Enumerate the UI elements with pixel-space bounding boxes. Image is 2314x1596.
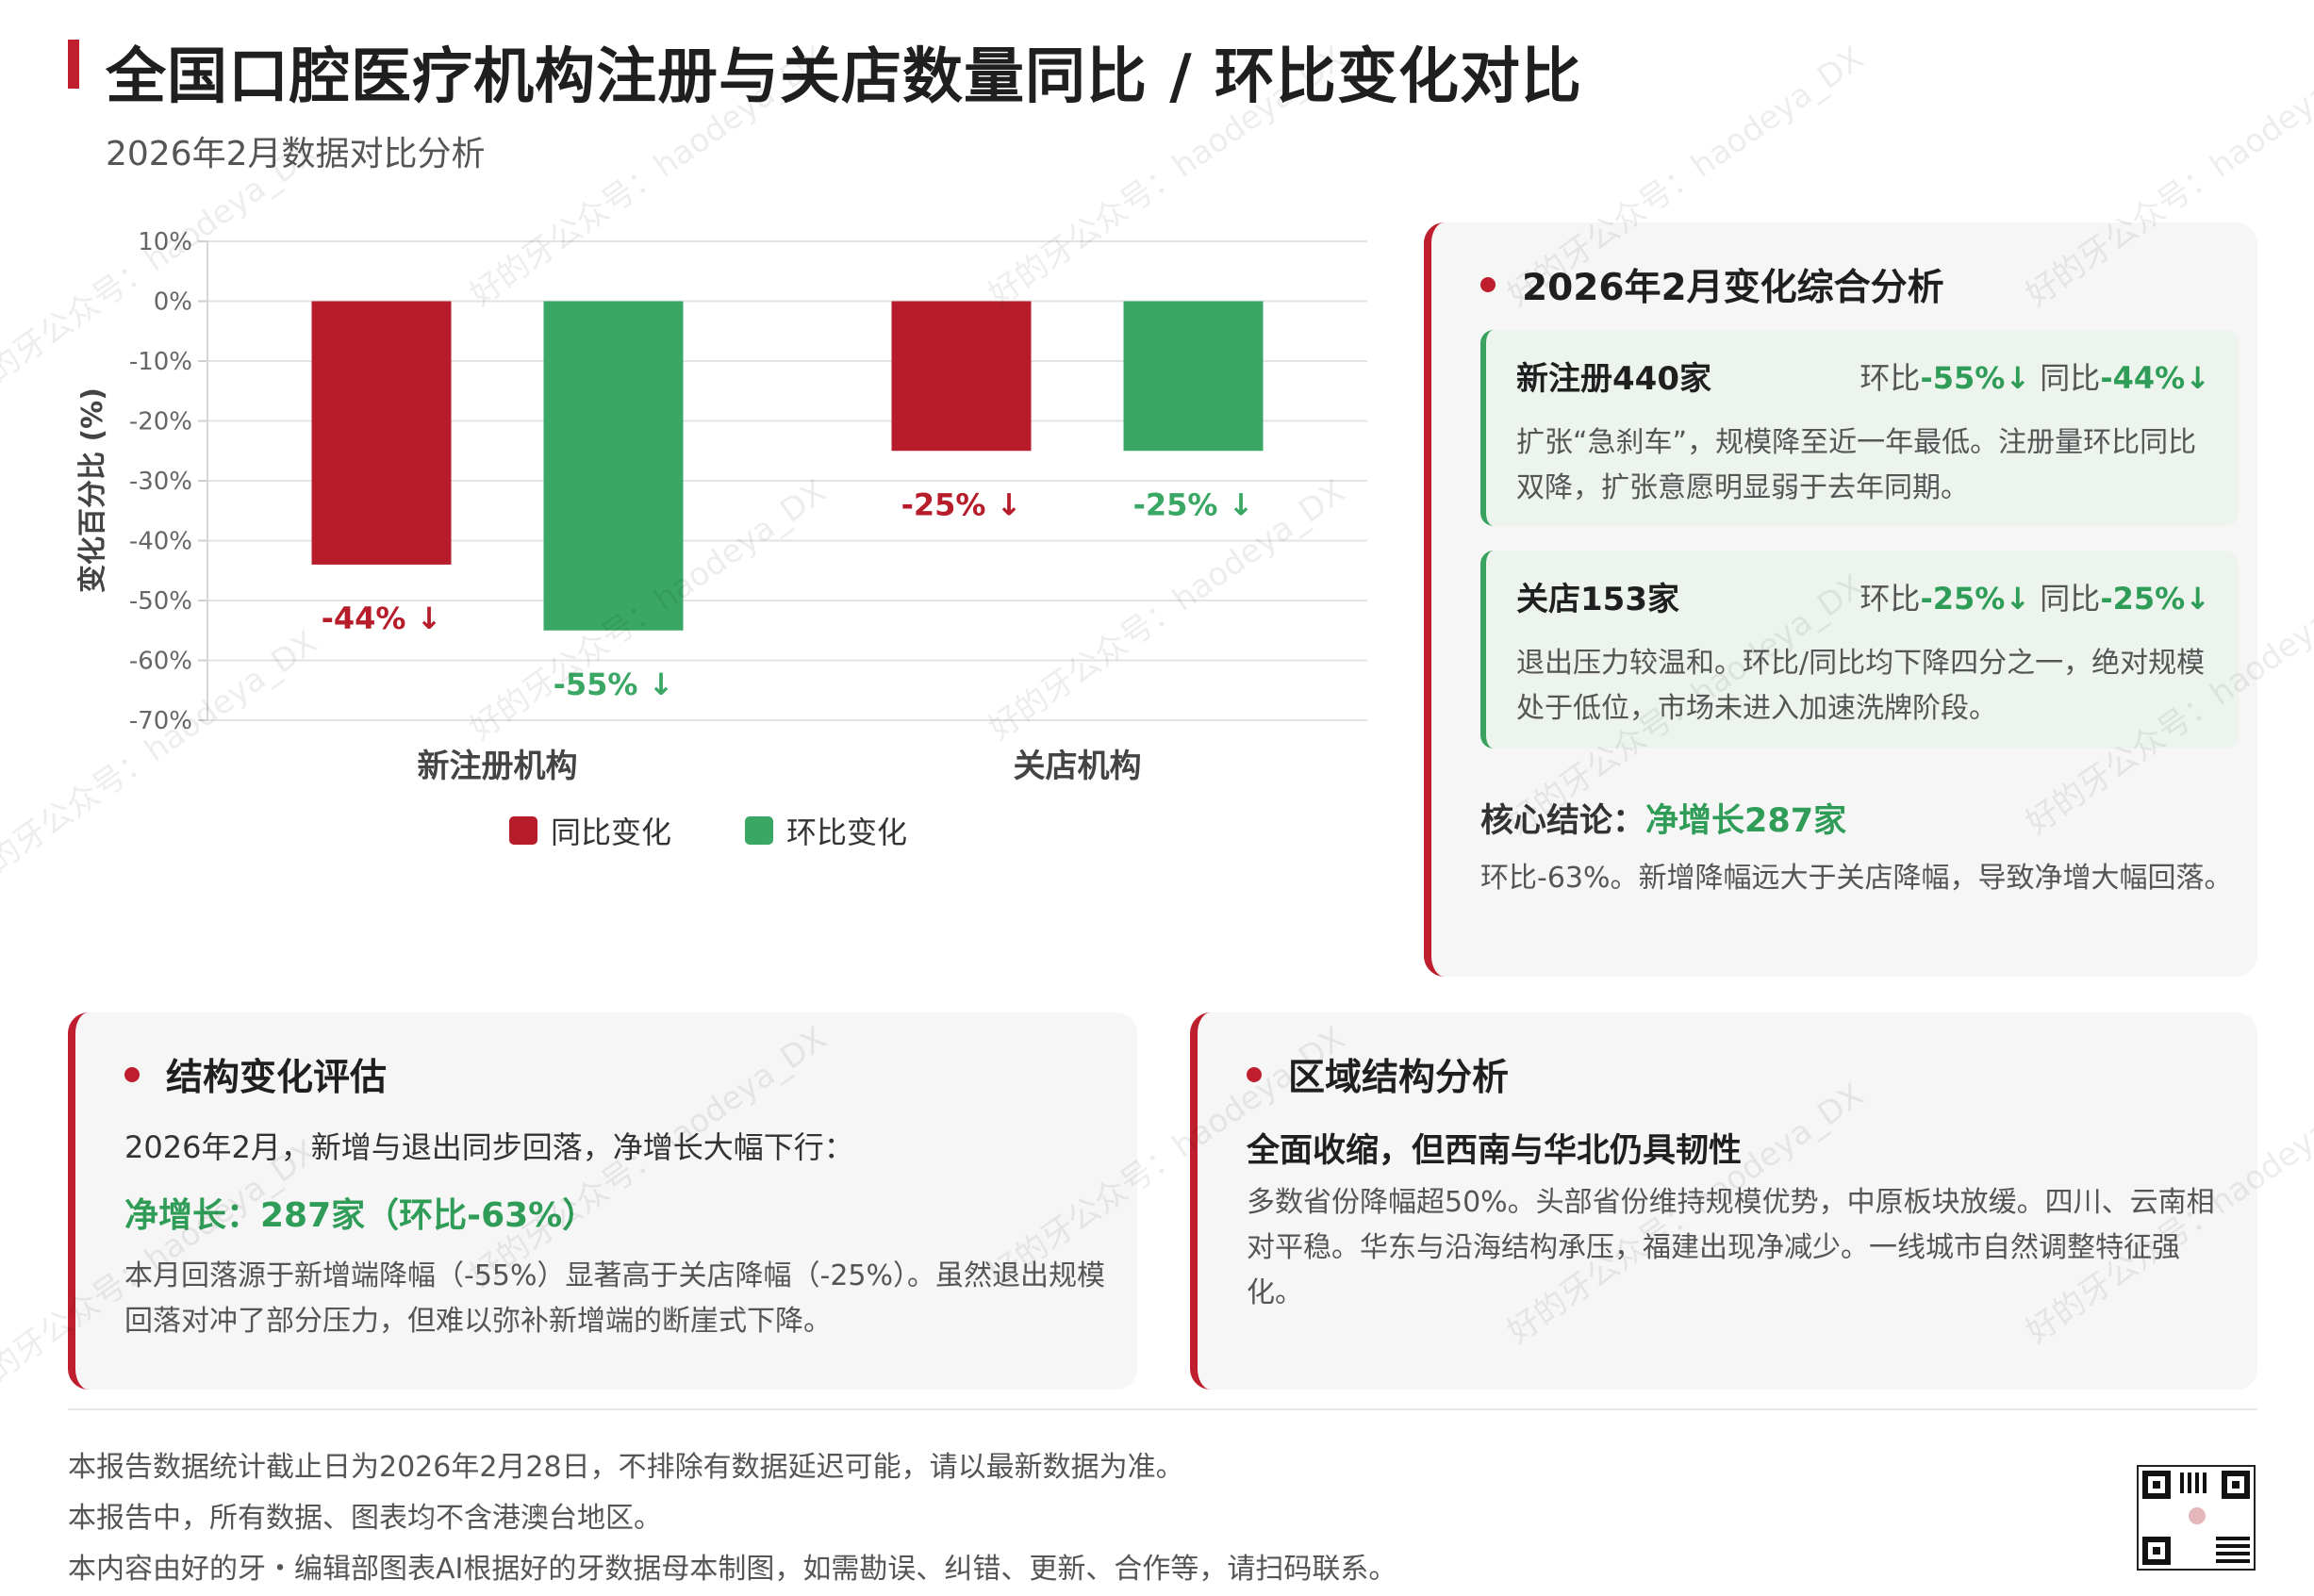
yoy-label: 同比 (2040, 360, 2101, 396)
chart-svg: 10% 0% -10% -20% -30% -40% -50% -60% -70% 变化百分比 (… (76, 228, 1367, 785)
region-title-text: 区域结构分析 (1288, 1057, 1510, 1099)
bullet-dot-icon (124, 1067, 140, 1082)
bullet-dot-icon (1247, 1067, 1262, 1082)
y-tick-label: -40% (129, 528, 192, 556)
analysis-title: 2026年2月变化综合分析 (1480, 258, 1944, 311)
new-registration-tags: 环比-55%↓ 同比-44%↓ (1859, 354, 2210, 398)
legend-item-yoy: 同比变化 (509, 809, 671, 852)
yoy-value: -44%↓ (2100, 360, 2210, 396)
new-registration-body: 扩张“急刹车”，规模降至近一年最低。注册量环比同比双降，扩张意愿明显弱于去年同期… (1516, 426, 2197, 504)
qr-pattern (2180, 1473, 2208, 1493)
footnote-line: 本报告数据统计截止日为2026年2月28日，不排除有数据延迟可能，请以最新数据为… (68, 1451, 1184, 1484)
y-tick-label: -50% (129, 587, 192, 616)
yoy-label: 同比 (2040, 581, 2101, 617)
closed-store-tags: 环比-25%↓ 同比-25%↓ (1859, 575, 2210, 618)
data-label: -25% ↓ (1133, 486, 1254, 522)
analysis-card: 2026年2月变化综合分析 新注册440家 环比-55%↓ 同比-44%↓ 扩张… (1424, 222, 2257, 977)
legend-swatch-yoy (509, 816, 537, 845)
structure-title-text: 结构变化评估 (166, 1057, 388, 1099)
qr-avatar-icon (2186, 1505, 2208, 1527)
mom-value: -55%↓ (1920, 360, 2031, 396)
page-title: 全国口腔医疗机构注册与关店数量同比 / 环比变化对比 (106, 42, 1582, 112)
bar (543, 301, 684, 631)
analysis-title-text: 2026年2月变化综合分析 (1522, 267, 1944, 309)
footer-divider (68, 1408, 2257, 1410)
qr-code-icon[interactable] (2137, 1465, 2256, 1571)
chart-legend: 同比变化 环比变化 (509, 809, 907, 852)
region-body: 多数省份降幅超50%。头部省份维持规模优势，中原板块放缓。四川、云南相对平稳。华… (1247, 1186, 2215, 1309)
y-tick-label: -60% (129, 648, 192, 676)
bar (311, 301, 452, 565)
qr-finder (2222, 1471, 2250, 1499)
x-tick-label: 新注册机构 (418, 748, 578, 785)
y-tick-label: -30% (129, 468, 192, 496)
data-label: -44% ↓ (322, 601, 442, 636)
y-tick-label: -20% (129, 408, 192, 436)
mom-label: 环比 (1859, 360, 1921, 396)
footnotes: 本报告数据统计截止日为2026年2月28日，不排除有数据延迟可能，请以最新数据为… (68, 1442, 1397, 1595)
mom-value: -25%↓ (1920, 581, 2031, 617)
x-tick-label: 关店机构 (1014, 748, 1142, 785)
qr-finder (2142, 1471, 2171, 1499)
closed-store-body: 退出压力较温和。环比/同比均下降四分之一，绝对规模处于低位，市场未进入加速洗牌阶… (1516, 647, 2206, 725)
bullet-dot-icon (1480, 277, 1496, 292)
core-conclusion-label: 核心结论： (1480, 802, 1646, 840)
core-conclusion-title: 核心结论：净增长287家 (1480, 794, 1846, 842)
yoy-value: -25%↓ (2100, 581, 2210, 617)
data-label: -55% ↓ (554, 666, 674, 702)
legend-swatch-mom (745, 816, 774, 845)
structure-lead: 2026年2月，新增与退出同步回落，净增长大幅下行： (124, 1129, 854, 1165)
legend-item-mom: 环比变化 (745, 809, 907, 852)
y-tick-label: 0% (154, 288, 192, 317)
qr-pattern (2216, 1535, 2250, 1563)
region-title: 区域结构分析 (1247, 1048, 1509, 1101)
page-subtitle: 2026年2月数据对比分析 (106, 135, 486, 173)
y-tick-label: -10% (129, 348, 192, 376)
region-card: 区域结构分析 全面收缩，但西南与华北仍具韧性 多数省份降幅超50%。头部省份维持… (1190, 1012, 2257, 1390)
y-tick-label: -70% (129, 707, 192, 735)
qr-finder (2142, 1537, 2171, 1565)
legend-label-mom: 环比变化 (786, 814, 908, 850)
closed-store-card: 关店153家 环比-25%↓ 同比-25%↓ 退出压力较温和。环比/同比均下降四… (1480, 551, 2239, 749)
y-tick-label: 10% (138, 228, 192, 256)
title-accent-bar (68, 40, 79, 89)
region-lead: 全面收缩，但西南与华北仍具韧性 (1247, 1132, 1743, 1170)
structure-net-growth: 净增长：287家（环比-63%） (124, 1196, 597, 1235)
structure-title: 结构变化评估 (124, 1048, 387, 1101)
legend-label-yoy: 同比变化 (551, 814, 672, 850)
footnote-line: 本报告中，所有数据、图表均不含港澳台地区。 (68, 1502, 662, 1535)
new-registration-card: 新注册440家 环比-55%↓ 同比-44%↓ 扩张“急刹车”，规模降至近一年最… (1480, 330, 2239, 526)
new-registration-head: 新注册440家 (1516, 360, 1711, 398)
core-conclusion-value: 净增长287家 (1645, 802, 1847, 840)
closed-store-head: 关店153家 (1516, 581, 1679, 618)
data-label: -25% ↓ (901, 486, 1022, 522)
y-axis-label: 变化百分比 (%) (76, 387, 109, 593)
footnote-line: 本内容由好的牙・编辑部图表AI根据好的牙数据母本制图，如需勘误、纠错、更新、合作… (68, 1553, 1397, 1586)
core-conclusion-body: 环比-63%。新增降幅远大于关店降幅，导致净增大幅回落。 (1480, 862, 2233, 895)
mom-label: 环比 (1859, 581, 1921, 617)
structure-body: 本月回落源于新增端降幅（-55%）显著高于关店降幅（-25%）。虽然退出规模回落… (124, 1259, 1106, 1338)
bar (1123, 301, 1264, 452)
bar (891, 301, 1032, 452)
bar-chart: 10% 0% -10% -20% -30% -40% -50% -60% -70% 变化百分比 (… (57, 207, 1396, 867)
structure-card: 结构变化评估 2026年2月，新增与退出同步回落，净增长大幅下行： 净增长：28… (68, 1012, 1137, 1390)
